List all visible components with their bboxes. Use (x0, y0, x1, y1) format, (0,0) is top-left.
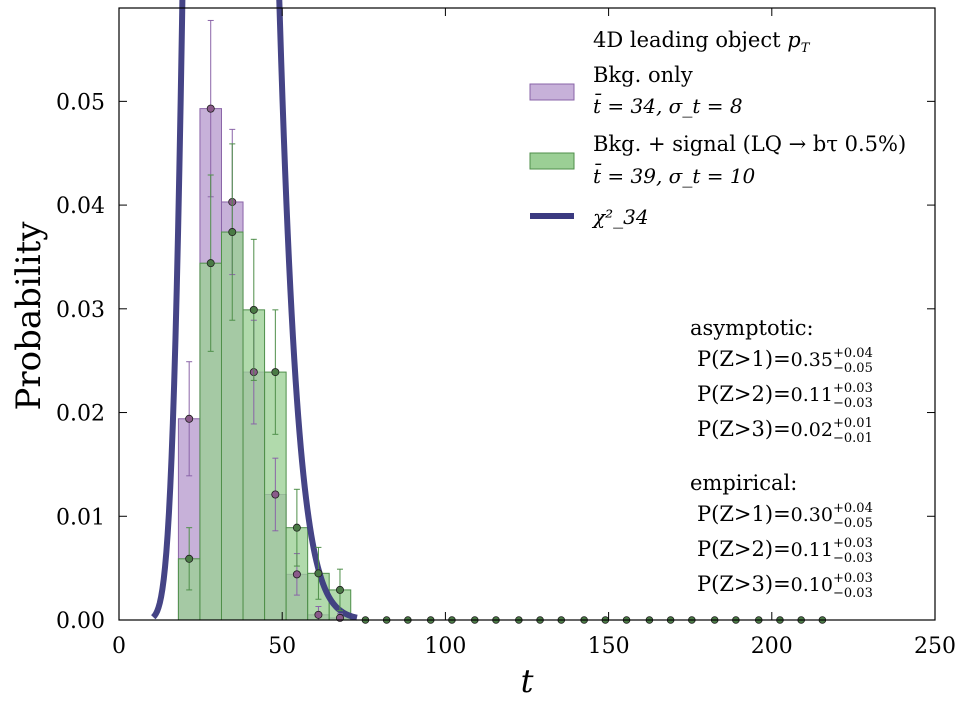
asymptotic-plus-1: +0.03 (833, 381, 873, 396)
y-tick-label-4: 0.04 (56, 194, 105, 219)
axes-layer: 0 50 100 150 200 250 0.00 0.01 0.02 0.03 0.04 0.05 (56, 7, 956, 659)
x-tick-label-5: 250 (914, 634, 956, 659)
legend-sublabel-signal: t̄ = 39, σ_t = 10 (593, 163, 756, 188)
empirical-minus-0: −0.05 (833, 516, 873, 531)
annotation-block: asymptotic: P(Z>1)=0.35 +0.04−0.05P(Z>2)=… (690, 316, 873, 601)
legend: 4D leading object pT Bkg. only t̄ = 34, … (529, 28, 906, 229)
y-axis-title: Probability (9, 221, 49, 411)
legend-label-chi2: χ²_34 (591, 205, 649, 229)
asymptotic-title: asymptotic: (690, 316, 814, 340)
legend-swatch-signal (529, 152, 575, 170)
marker-series1-bin7 (335, 585, 344, 594)
marker-series1-bin4 (271, 368, 280, 377)
bars-layer (177, 108, 352, 621)
empirical-minus-2: −0.03 (833, 586, 873, 601)
asymptotic-plus-0: +0.04 (833, 346, 873, 361)
x-tick-label-0: 0 (112, 634, 126, 659)
legend-label-bkg: Bkg. only (593, 63, 693, 87)
marker-series1-bin1 (206, 259, 215, 268)
empirical-title: empirical: (690, 471, 797, 495)
plot-frame (118, 7, 936, 621)
x-axis-title: t (521, 662, 534, 700)
legend-label-signal: Bkg. + signal (LQ → bτ 0.5%) (593, 132, 906, 156)
x-tick-label-2: 100 (424, 634, 466, 659)
marker-series1-bin5 (292, 523, 301, 532)
marker-series0-bin0 (185, 414, 194, 423)
marker-series1-bin0 (185, 554, 194, 563)
x-tick-label-4: 200 (751, 634, 793, 659)
asymptotic-lines: P(Z>1)=0.35 +0.04−0.05P(Z>2)=0.11 +0.03−0.… (697, 346, 873, 446)
empirical-line-1: P(Z>2)=0.11 (697, 537, 833, 561)
x-tick-label-3: 150 (588, 634, 630, 659)
empirical-line-2: P(Z>3)=0.10 (697, 572, 833, 596)
asymptotic-minus-1: −0.03 (833, 396, 873, 411)
marker-series0-bin1 (206, 104, 215, 113)
marker-series1-bin6 (314, 569, 323, 578)
y-tick-label-0: 0.00 (56, 609, 105, 634)
y-tick-label-1: 0.01 (56, 505, 105, 530)
y-tick-label-3: 0.03 (56, 298, 105, 323)
marker-series0-bin5 (292, 570, 301, 579)
empirical-plus-0: +0.04 (833, 501, 873, 516)
marker-series1-bin3 (249, 305, 258, 314)
asymptotic-minus-2: −0.01 (833, 431, 873, 446)
y-tick-label-5: 0.05 (56, 90, 105, 115)
empirical-plus-2: +0.03 (833, 571, 873, 586)
marker-series0-bin6 (314, 610, 323, 619)
empirical-line-0: P(Z>1)=0.30 (697, 502, 833, 526)
legend-title: 4D leading object pT (593, 28, 811, 56)
chi2-curve (151, 0, 358, 621)
empirical-plus-1: +0.03 (833, 536, 873, 551)
legend-sublabel-bkg: t̄ = 34, σ_t = 8 (593, 93, 743, 118)
asymptotic-line-2: P(Z>3)=0.02 (697, 417, 833, 441)
marker-series1-bin2 (228, 228, 237, 237)
marker-series0-bin4 (271, 490, 280, 499)
asymptotic-minus-0: −0.05 (833, 361, 873, 376)
y-tick-label-2: 0.02 (56, 402, 105, 427)
legend-swatch-bkg (529, 83, 575, 101)
empirical-lines: P(Z>1)=0.30 +0.04−0.05P(Z>2)=0.11 +0.03−0.… (697, 501, 873, 601)
asymptotic-plus-2: +0.01 (833, 416, 873, 431)
asymptotic-line-0: P(Z>1)=0.35 (697, 347, 833, 371)
x-tick-label-1: 50 (268, 634, 296, 659)
empirical-minus-1: −0.03 (833, 551, 873, 566)
asymptotic-line-1: P(Z>2)=0.11 (697, 382, 833, 406)
curve-layer (151, 0, 358, 621)
